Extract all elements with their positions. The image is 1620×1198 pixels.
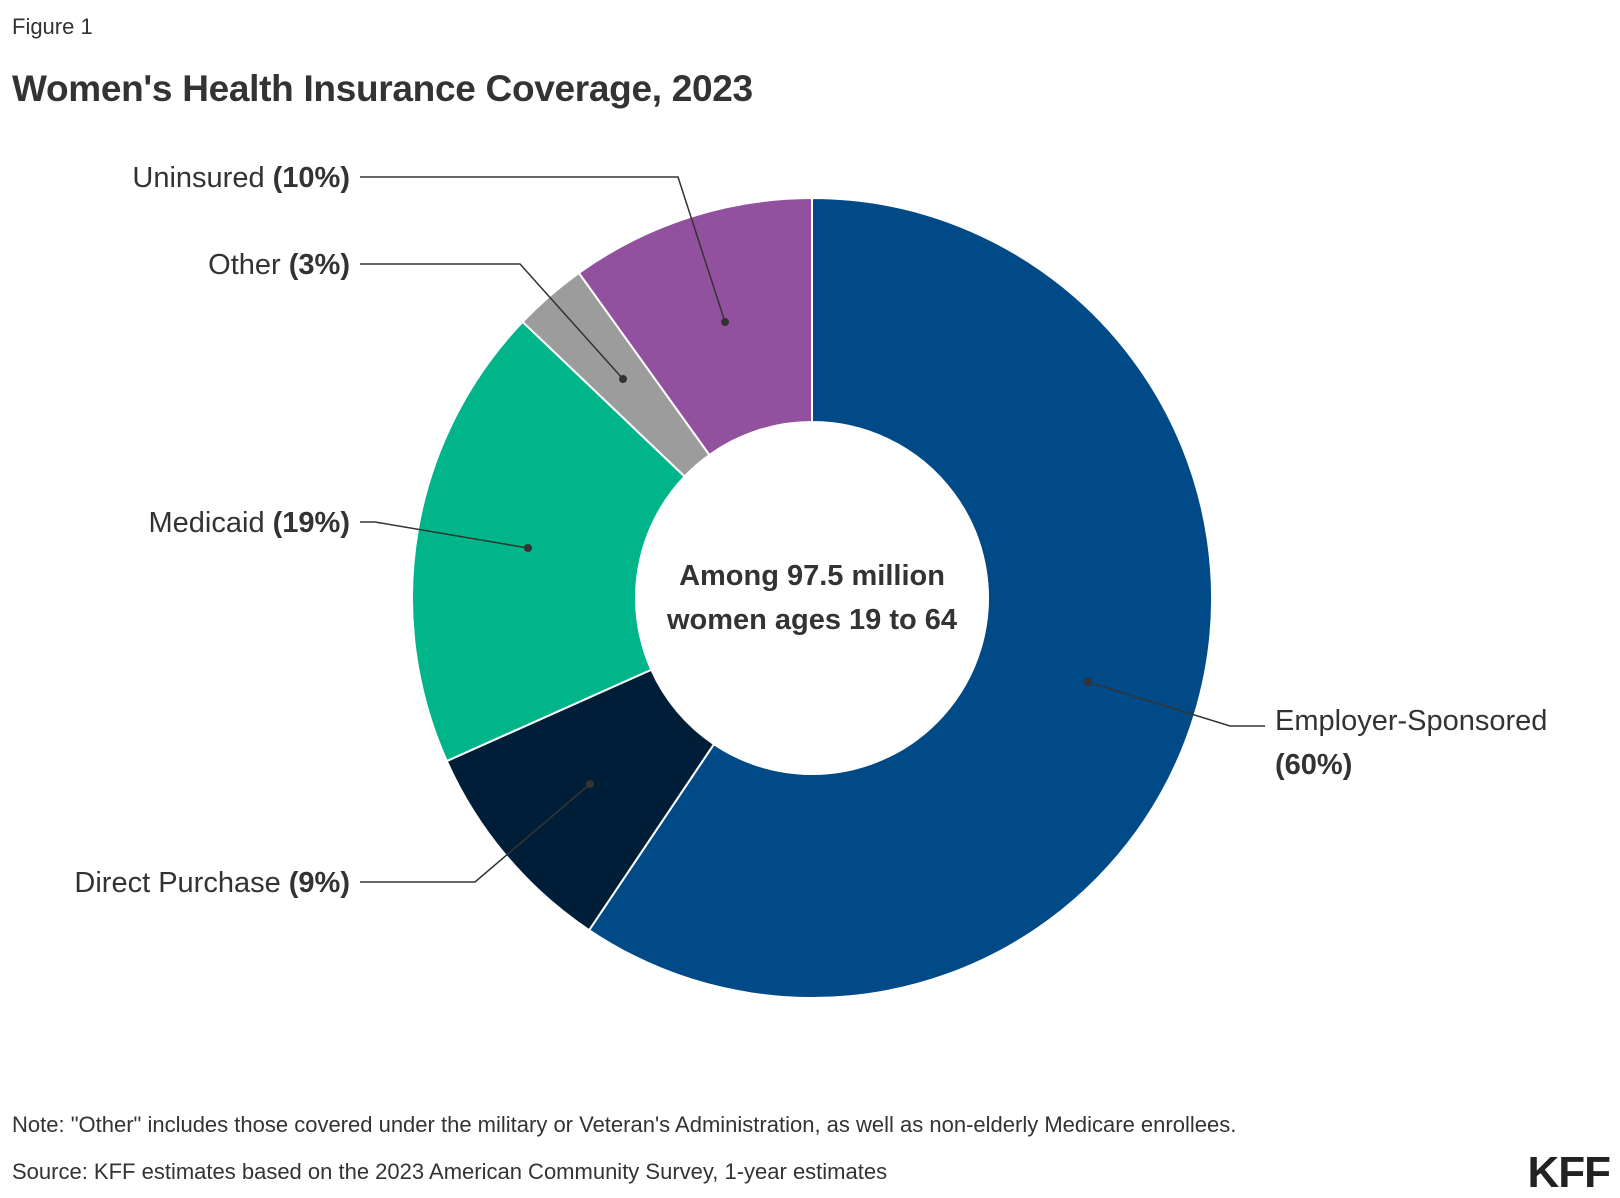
label-other: Other (3%) <box>208 249 350 281</box>
leader-line-direct-purchase <box>360 783 591 883</box>
figure-label: Figure 1 <box>12 14 93 39</box>
slice-uninsured <box>577 196 813 457</box>
source-text: Source: KFF estimates based on the 2023 … <box>12 1159 888 1184</box>
center-label-line-1: Among 97.5 million <box>679 560 945 592</box>
kff-logo: KFF <box>1527 1148 1611 1197</box>
leader-dot-other <box>619 375 627 383</box>
leader-dot-employer-sponsored <box>1084 678 1092 686</box>
slice-direct-purchase <box>445 668 716 932</box>
note-text: Note: "Other" includes those covered und… <box>12 1112 1237 1137</box>
label-employer-sponsored: Employer-Sponsored (60%) <box>1275 705 1547 781</box>
center-label-line-2: women ages 19 to 64 <box>666 604 957 636</box>
leader-line-uninsured <box>360 176 726 323</box>
slice-medicaid <box>411 320 687 763</box>
leader-line-other <box>360 263 624 380</box>
label-direct-purchase: Direct Purchase (9%) <box>74 867 350 899</box>
leader-dot-direct-purchase <box>586 780 594 788</box>
leader-line-employer-sponsored <box>1087 681 1265 727</box>
label-uninsured: Uninsured (10%) <box>132 162 350 194</box>
slice-employer-sponsored <box>587 196 1213 999</box>
label-medicaid: Medicaid (19%) <box>149 507 350 539</box>
chart-title: Women's Health Insurance Coverage, 2023 <box>12 68 753 109</box>
leader-dot-medicaid <box>524 544 532 552</box>
leader-line-medicaid <box>360 521 529 549</box>
leader-dot-uninsured <box>721 318 729 326</box>
